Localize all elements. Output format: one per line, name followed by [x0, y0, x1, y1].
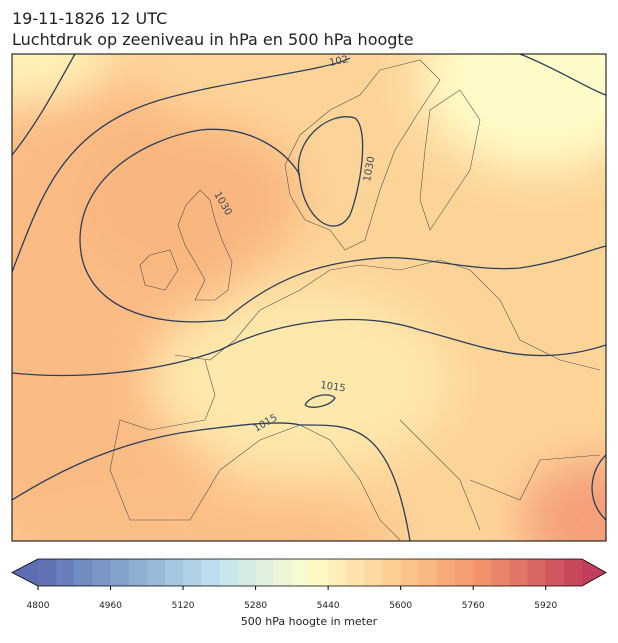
- colorbar-band: [237, 559, 257, 586]
- contour-label: 1015: [320, 380, 347, 394]
- colorbar-extend: [582, 559, 606, 586]
- colorbar-band: [509, 559, 529, 586]
- colorbar-band: [56, 559, 75, 586]
- colorbar: 4800 4960 5120 5280 5440 5600 5760 5920: [11, 558, 607, 611]
- colorbar-band: [273, 559, 293, 586]
- colorbar-band: [364, 559, 384, 586]
- colorbar-band: [563, 559, 583, 586]
- contour-label: 102: [328, 54, 349, 69]
- colorbar-outline: [11, 558, 607, 587]
- colorbar-band: [436, 559, 456, 586]
- colorbar-band: [310, 559, 329, 586]
- colorbar-band: [527, 559, 547, 586]
- colorbar-band: [201, 559, 220, 586]
- colorbar-extend: [12, 559, 38, 586]
- colorbar-band: [491, 559, 510, 586]
- colorbar-tick-label: 5280: [244, 601, 267, 611]
- colorbar-band: [545, 559, 565, 586]
- colorbar-band: [328, 559, 347, 586]
- coastlines: [109, 59, 601, 541]
- colorbar-band: [382, 559, 402, 586]
- colorbar-tick-label: 5600: [389, 601, 412, 611]
- map: 102 1030 1030 1015 1015: [12, 54, 606, 541]
- subtitle: Luchtdruk op zeeniveau in hPa en 500 hPa…: [12, 30, 414, 49]
- colorbar-tick-label: 4800: [27, 601, 50, 611]
- colorbar-band: [164, 559, 184, 586]
- colorbar-band: [255, 559, 275, 586]
- colorbar-band: [400, 559, 420, 586]
- colorbar-tick-label: 5760: [462, 601, 485, 611]
- colorbar-tick-label: 5120: [172, 601, 195, 611]
- colorbar-band: [128, 559, 148, 586]
- colorbar-band: [146, 559, 166, 586]
- colorbar-band: [291, 559, 311, 586]
- colorbar-band: [418, 559, 438, 586]
- colorbar-band: [92, 559, 112, 586]
- colorbar-tick-label: 5920: [534, 601, 557, 611]
- colorbar-band: [38, 559, 57, 586]
- colorbar-band: [183, 559, 202, 586]
- contour-label: 1030: [362, 156, 377, 183]
- contours: [12, 54, 606, 541]
- colorbar-band: [74, 559, 93, 586]
- colorbar-band: [219, 559, 238, 586]
- colorbar-tick-label: 4960: [99, 601, 122, 611]
- title: 19-11-1826 12 UTC: [12, 9, 167, 28]
- colorbar-tick-label: 5440: [317, 601, 340, 611]
- colorbar-band: [110, 559, 130, 586]
- colorbar-label: 500 hPa hoogte in meter: [241, 615, 378, 628]
- colorbar-band: [473, 559, 492, 586]
- colorbar-band: [455, 559, 474, 586]
- map-frame: [11, 53, 607, 542]
- colorbar-band: [346, 559, 365, 586]
